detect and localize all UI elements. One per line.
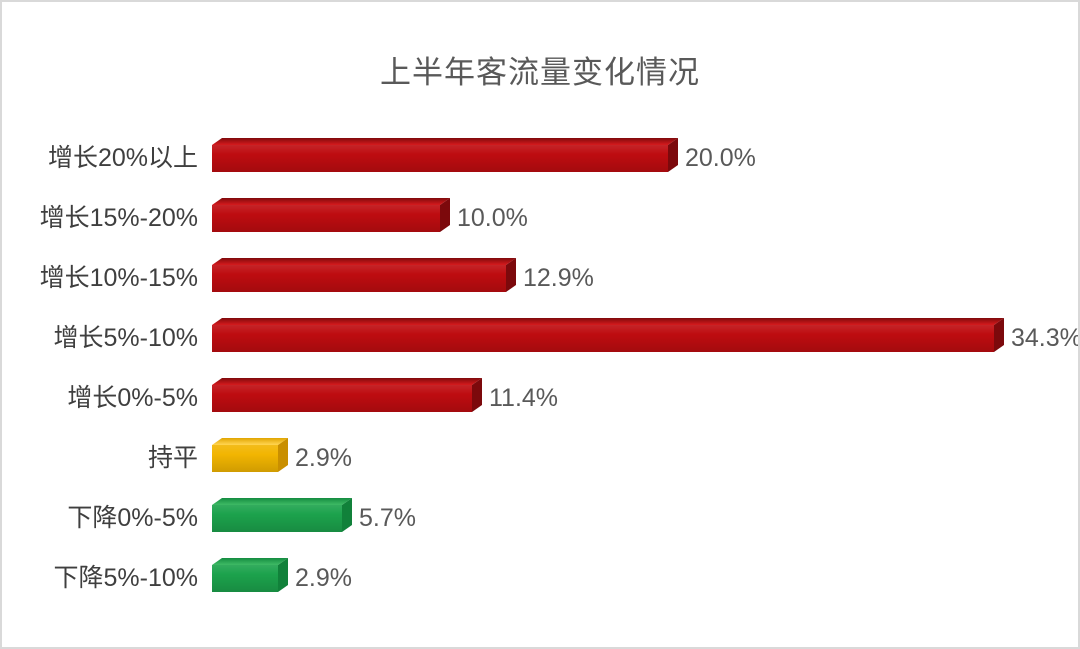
chart-row: 增长15%-20% 10.0% [2,196,1078,256]
value-label: 11.4% [489,384,559,412]
bar-front-face [212,505,342,532]
bar-top-face [212,258,516,265]
bar-front-face [212,385,472,412]
category-label: 增长0%-5% [67,384,198,412]
chart-row: 下降5%-10% 2.9% [2,556,1078,616]
chart-row: 增长10%-15% 12.9% [2,256,1078,316]
value-label: 34.3% [1011,324,1080,352]
bar-top-face [212,198,450,205]
chart-row: 增长5%-10% 34.3% [2,316,1078,376]
value-label: 20.0% [685,144,756,172]
bar-side-face [342,497,352,532]
bar-side-face [506,257,516,292]
bar-front-face [212,565,278,592]
bar-side-face [472,377,482,412]
bar-top-face [212,378,482,385]
chart-row: 下降0%-5% 5.7% [2,496,1078,556]
bar [212,137,678,172]
category-label: 持平 [147,444,198,472]
chart-row: 持平 2.9% [2,436,1078,496]
bar-top-face [212,558,288,565]
bar-front-face [212,445,278,472]
bar-top-face [212,318,1004,325]
category-label: 增长5%-10% [53,324,199,352]
category-label: 下降0%-5% [67,504,198,532]
value-label: 5.7% [359,504,416,532]
bar-front-face [212,205,440,232]
bar-side-face [278,437,288,472]
bar-rows-container: 增长20%以上 20.0% 增长15%-20% 10.0% 增长10%-15% 12.9%… [2,136,1078,616]
chart-row: 增长0%-5% 11.4% [2,376,1078,436]
bar-front-face [212,265,506,292]
bar [212,377,482,412]
category-label: 下降5%-10% [53,564,199,592]
bar [212,437,288,472]
bar [212,257,516,292]
bar [212,497,352,532]
chart-title: 上半年客流量变化情况 [380,55,700,90]
bar-side-face [668,137,678,172]
bar-side-face [278,557,288,592]
category-label: 增长20%以上 [47,144,198,172]
bar-front-face [212,145,668,172]
bar-front-face [212,325,994,352]
bar-top-face [212,138,678,145]
bar-top-face [212,498,352,505]
value-label: 10.0% [457,204,528,232]
bar [212,197,450,232]
category-label: 增长15%-20% [39,204,198,232]
bar-side-face [994,317,1004,352]
value-label: 2.9% [295,564,352,592]
bar [212,557,288,592]
chart-row: 增长20%以上 20.0% [2,136,1078,196]
value-label: 2.9% [295,444,352,472]
category-label: 增长10%-15% [39,264,198,292]
value-label: 12.9% [523,264,594,292]
bar [212,317,1004,352]
bar-side-face [440,197,450,232]
bar-top-face [212,438,288,445]
